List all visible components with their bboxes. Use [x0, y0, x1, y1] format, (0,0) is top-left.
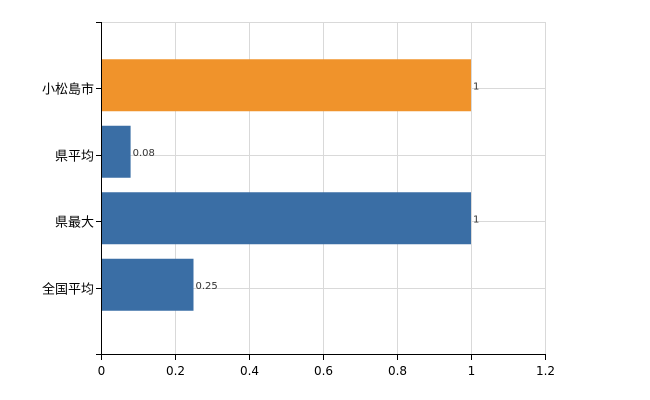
bar	[102, 192, 471, 245]
category-label: 全国平均	[42, 282, 94, 298]
x-tick-label: 0.6	[314, 364, 333, 378]
bar	[102, 125, 131, 178]
x-tick-label: 0.4	[240, 364, 259, 378]
x-tick-label: 1.2	[536, 364, 555, 378]
category-label: 県平均	[55, 150, 94, 165]
x-tick-label: 0.2	[166, 364, 185, 378]
data-label: 1	[473, 81, 479, 92]
data-label: 0.08	[133, 148, 155, 159]
x-tick-label: 0.8	[388, 364, 407, 378]
bar	[102, 258, 194, 311]
bar	[102, 59, 471, 112]
data-label: 0.25	[196, 281, 218, 292]
x-tick-label: 1	[468, 364, 476, 378]
x-tick-label: 0	[98, 364, 106, 378]
category-label: 小松島市	[42, 82, 94, 98]
data-label: 1	[473, 214, 479, 225]
category-label: 県最大	[55, 216, 94, 231]
